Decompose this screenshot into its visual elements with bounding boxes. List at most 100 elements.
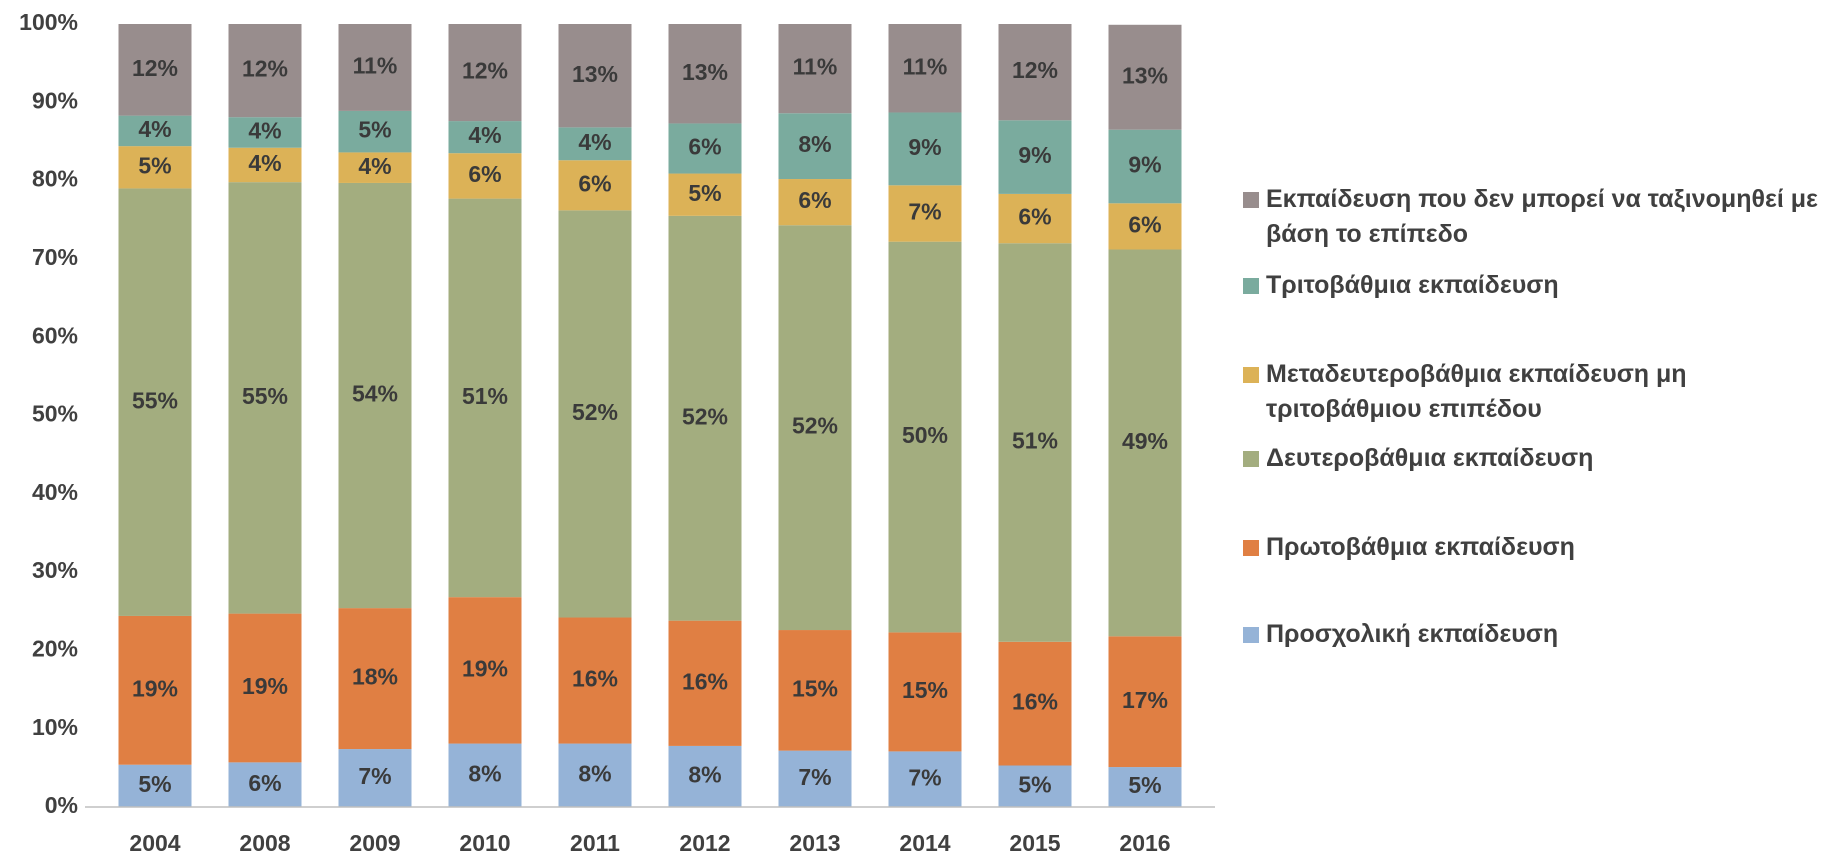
data-label: 8% [688, 762, 721, 788]
bar-segment [1108, 203, 1182, 250]
data-label: 6% [1128, 211, 1161, 237]
data-label: 6% [468, 161, 501, 187]
data-label: 6% [1018, 204, 1051, 230]
data-label: 7% [908, 199, 941, 225]
bar-segment [888, 112, 962, 186]
legend-label: Πρωτοβάθμια εκπαίδευση [1266, 533, 1575, 561]
y-tick-label: 80% [32, 166, 78, 192]
bar-segment [888, 185, 962, 242]
data-label: 16% [682, 668, 728, 694]
bar-segment [998, 641, 1072, 766]
data-label: 4% [248, 118, 281, 144]
bar-segment [668, 173, 742, 216]
data-label: 19% [462, 655, 508, 681]
legend-entry: Προσχολική εκπαίδευση [1266, 620, 1559, 648]
data-label: 5% [138, 152, 171, 178]
data-label: 7% [358, 763, 391, 789]
data-label: 49% [1122, 428, 1168, 454]
bar-segment [118, 188, 192, 616]
data-label: 12% [462, 58, 508, 84]
data-label: 50% [902, 422, 948, 448]
data-label: 5% [1128, 772, 1161, 798]
data-label: 4% [578, 129, 611, 155]
data-label: 6% [688, 134, 721, 160]
data-label: 11% [903, 53, 948, 79]
bar-segment [228, 762, 302, 807]
data-label: 5% [688, 180, 721, 206]
y-tick-label: 40% [32, 479, 78, 505]
bar-segment [338, 608, 412, 750]
data-label: 6% [578, 170, 611, 196]
bar-segment [778, 179, 852, 226]
x-tick-label: 2008 [239, 830, 290, 856]
bar-segment [558, 127, 632, 161]
bar-segment [668, 215, 742, 621]
y-tick-label: 0% [45, 792, 78, 818]
data-label: 7% [798, 764, 831, 790]
data-label: 5% [1018, 771, 1051, 797]
data-label: 5% [358, 117, 391, 143]
bar-segment [228, 117, 302, 148]
bar-segment [228, 147, 302, 183]
bar-segment [1108, 636, 1182, 768]
bar-segment [118, 24, 192, 116]
data-label: 12% [242, 56, 288, 82]
legend-swatch [1243, 278, 1259, 294]
data-label: 12% [1012, 57, 1058, 83]
bar-segment [118, 115, 192, 147]
data-label: 8% [468, 760, 501, 786]
data-label: 9% [908, 134, 941, 160]
x-tick-label: 2014 [899, 830, 950, 856]
bar-segment [888, 241, 962, 633]
bar-segment [558, 617, 632, 744]
data-label: 11% [353, 53, 398, 79]
data-label: 9% [1128, 152, 1161, 178]
data-label: 9% [1018, 142, 1051, 168]
data-label: 8% [578, 760, 611, 786]
legend-swatch [1243, 540, 1259, 556]
bar-segment [778, 225, 852, 631]
bar-segment [228, 24, 302, 118]
bar-segment [118, 146, 192, 189]
x-tick-label: 2009 [349, 830, 400, 856]
bar-segment [448, 121, 522, 154]
bar-segment [998, 24, 1072, 121]
bar-segment [338, 749, 412, 807]
bar-segment [1108, 249, 1182, 637]
data-label: 4% [358, 153, 391, 179]
x-tick-label: 2004 [129, 830, 180, 856]
data-label: 18% [352, 664, 398, 690]
data-label: 4% [468, 122, 501, 148]
bar-segment [228, 613, 302, 763]
data-label: 52% [572, 399, 618, 425]
data-label: 55% [242, 383, 288, 409]
y-tick-label: 20% [32, 635, 78, 661]
x-tick-label: 2011 [570, 830, 620, 856]
bar-segment [668, 123, 742, 174]
legend-entry: Δευτεροβάθμια εκπαίδευση [1266, 444, 1594, 472]
data-label: 15% [902, 677, 948, 703]
legend-label: Δευτεροβάθμια εκπαίδευση [1266, 444, 1594, 472]
data-label: 8% [798, 131, 831, 157]
data-label: 55% [132, 387, 178, 413]
bar-segment [118, 764, 192, 807]
data-label: 13% [572, 61, 618, 87]
data-label: 4% [248, 150, 281, 176]
legend-label: Προσχολική εκπαίδευση [1266, 620, 1559, 648]
data-label: 51% [462, 383, 508, 409]
x-tick-label: 2015 [1009, 830, 1060, 856]
data-label: 51% [1012, 428, 1058, 454]
bar-segment [558, 210, 632, 618]
bar-segment [448, 153, 522, 199]
bar-segment [998, 765, 1072, 807]
bar-segment [448, 597, 522, 744]
data-label: 19% [132, 675, 178, 701]
data-label: 52% [792, 413, 838, 439]
data-label: 17% [1122, 687, 1168, 713]
x-tick-label: 2010 [459, 830, 510, 856]
legend-swatch [1243, 367, 1259, 383]
y-tick-label: 30% [32, 557, 78, 583]
data-label: 16% [1012, 689, 1058, 715]
data-label: 6% [248, 770, 281, 796]
